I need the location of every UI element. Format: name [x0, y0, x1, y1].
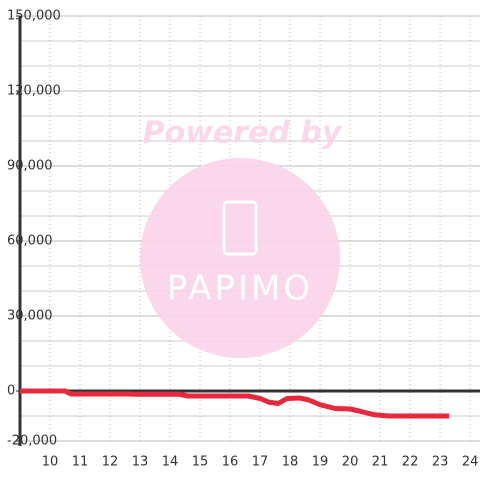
- line: [20, 388, 450, 419]
- x-tick-label: 21: [372, 455, 389, 470]
- x-tick-label: 23: [432, 455, 449, 470]
- x-tick-label: 11: [72, 455, 89, 470]
- y-tick-label: 0: [7, 384, 15, 399]
- watermark-circle: [140, 158, 340, 358]
- x-tick-label: 17: [252, 455, 269, 470]
- y-tick-label: -20,000: [7, 434, 57, 449]
- y-tick-label: 150,000: [7, 9, 61, 24]
- watermark-text: Powered by: [143, 116, 343, 151]
- y-tick-label: 60,000: [7, 234, 53, 249]
- x-tick-label: 16: [222, 455, 239, 470]
- watermark-logo: PAPIMO: [167, 269, 313, 309]
- watermark: Powered by PAPIMO: [140, 116, 343, 358]
- x-tick-label: 12: [102, 455, 119, 470]
- y-tick-label: 30,000: [7, 309, 53, 324]
- x-tick-label: 14: [162, 455, 179, 470]
- x-tick-label: 15: [192, 455, 209, 470]
- plot: -20,000 0 30,000 60,000 90,000 120,000 150,000…: [7, 9, 480, 470]
- x-tick-label: 24: [462, 455, 479, 470]
- y-tick-label: 120,000: [7, 84, 61, 99]
- x-tick-label: 13: [132, 455, 149, 470]
- x-tick-label: 18: [282, 455, 299, 470]
- x-tick-label: 22: [402, 455, 419, 470]
- watermark-icon: [222, 200, 258, 256]
- x-tick-label: 20: [342, 455, 359, 470]
- x-tick-label: 19: [312, 455, 329, 470]
- y-tick-label: 90,000: [7, 159, 53, 174]
- x-tick-label: 10: [42, 455, 59, 470]
